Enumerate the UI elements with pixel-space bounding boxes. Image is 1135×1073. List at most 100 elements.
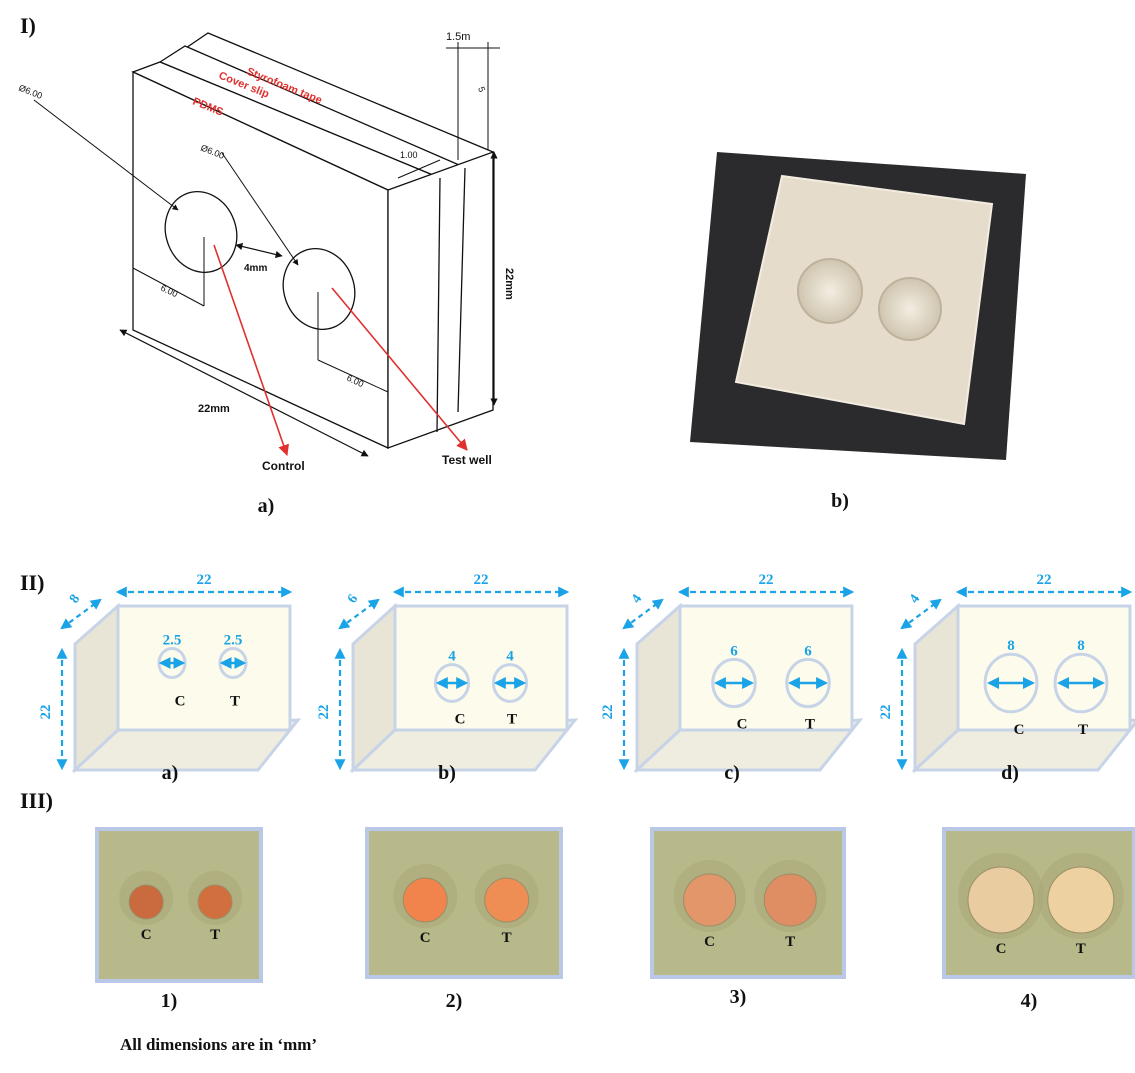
- sample-well-t: [1047, 866, 1115, 934]
- box-bottom-face: [349, 718, 579, 772]
- depth-label: 4: [907, 592, 923, 606]
- depth-arrow: [622, 598, 664, 630]
- variant-caption: d): [1001, 762, 1019, 784]
- dim-width: 22mm: [198, 403, 230, 415]
- depth-label: 4: [629, 592, 645, 606]
- well-diameter-label: 8: [1007, 638, 1015, 654]
- dim-small: 5: [476, 85, 487, 93]
- sample-well-t: [197, 884, 233, 920]
- well-letter-t: T: [805, 717, 815, 733]
- caption-i-b: b): [831, 490, 849, 512]
- label-test-well: Test well: [442, 453, 492, 467]
- well-letter-t: T: [230, 694, 240, 710]
- photo-well-letter-c: C: [420, 930, 431, 946]
- section-label-i: I): [20, 13, 36, 38]
- box-front-face: [956, 604, 1132, 732]
- sample-well-c: [967, 866, 1035, 934]
- box-front-face: [116, 604, 292, 732]
- width-label: 22: [474, 572, 489, 588]
- well-outline-c: [711, 657, 757, 709]
- well-diameter-label: 4: [506, 649, 514, 665]
- height-label: 22: [38, 705, 54, 720]
- photo-well-letter-c: C: [704, 934, 715, 950]
- depth-label: 6: [345, 592, 361, 606]
- depth-label: 8: [67, 592, 83, 606]
- section-label-ii: II): [20, 570, 44, 595]
- chip-photo-4: C T 4): [942, 827, 1135, 1012]
- height-label: 22: [600, 705, 616, 720]
- box-bottom-face: [633, 718, 864, 772]
- sample-well-t: [484, 877, 530, 923]
- well-outline-c: [433, 663, 471, 703]
- width-label: 22: [197, 572, 212, 588]
- width-label: 22: [759, 572, 774, 588]
- box-front-face: [393, 604, 569, 732]
- photo-well-2: [878, 277, 942, 341]
- dim-diameter-1: Ø6.00: [17, 83, 43, 101]
- box-bottom-face: [71, 718, 302, 772]
- variant-box-4: 22 4 22 8 C 8 Td): [878, 572, 1135, 784]
- well-diameter-label: 2.5: [224, 633, 243, 649]
- variant-box-2: 22 6 22 4 C 4 Tb): [316, 572, 579, 784]
- well-size-variants: 22 8 22 2.5 C 2.5 Ta) 22 6 22 4 C 4 Tb) 22 4 22 6 C 6 Tc) 22 4…: [38, 572, 1135, 784]
- well-letter-c: C: [1014, 722, 1025, 738]
- dim-height: 22mm: [503, 268, 515, 300]
- photo-well-letter-t: T: [210, 927, 220, 943]
- label-control: Control: [262, 459, 305, 473]
- height-label: 22: [316, 705, 332, 720]
- depth-arrow: [338, 598, 380, 630]
- sample-well-t: [763, 873, 817, 927]
- well-outline-c: [983, 652, 1039, 714]
- variant-box-1: 22 8 22 2.5 C 2.5 Ta): [38, 572, 302, 784]
- well-diameter-label: 8: [1077, 638, 1085, 654]
- chip-photo-3: C T 3): [650, 827, 846, 1008]
- box-bottom-face: [911, 718, 1135, 772]
- photo-caption: 3): [730, 986, 747, 1008]
- fabricated-chip-photos: C T 1) C T 2) C T 3) C T 4): [95, 827, 1135, 1012]
- well-outline-t: [1053, 652, 1109, 714]
- dim-thickness: 1.5m: [446, 31, 470, 43]
- well-letter-t: T: [1078, 722, 1088, 738]
- width-label: 22: [1037, 572, 1052, 588]
- well-letter-c: C: [455, 711, 466, 727]
- device-photo: [690, 152, 1026, 460]
- photo-caption: 4): [1021, 990, 1038, 1012]
- photo-caption: 2): [446, 990, 463, 1012]
- depth-arrow: [60, 598, 102, 630]
- photo-well-letter-t: T: [785, 934, 795, 950]
- photo-well-letter-c: C: [996, 941, 1007, 957]
- photo-caption: 1): [161, 990, 178, 1012]
- variant-caption: b): [438, 762, 456, 784]
- sample-well-c: [402, 877, 448, 923]
- device-schematic: [33, 32, 500, 457]
- caption-i-a: a): [258, 495, 275, 517]
- well-letter-t: T: [507, 711, 517, 727]
- well-outline-t: [785, 657, 831, 709]
- well-diameter-label: 4: [448, 649, 456, 665]
- photo-well-1: [797, 258, 863, 324]
- sample-well-c: [128, 884, 164, 920]
- well-letter-c: C: [737, 717, 748, 733]
- well-diameter-label: 2.5: [163, 633, 182, 649]
- sample-well-c: [683, 873, 737, 927]
- red-pointers: [213, 244, 468, 457]
- variant-caption: a): [162, 762, 179, 784]
- dim-spacing: 4mm: [244, 263, 267, 274]
- height-label: 22: [878, 705, 894, 720]
- photo-well-letter-t: T: [1076, 941, 1086, 957]
- well-outline-t: [491, 663, 529, 703]
- test-well-pointer-line: [331, 287, 468, 451]
- photo-well-letter-t: T: [502, 930, 512, 946]
- variant-caption: c): [724, 762, 740, 784]
- well-diameter-label: 6: [730, 643, 738, 659]
- chip-photo-2: C T 2): [365, 827, 563, 1012]
- pdms-slab: [734, 174, 994, 426]
- control-pointer-line: [213, 244, 289, 457]
- photo-well-letter-c: C: [141, 927, 152, 943]
- dim-slip: 1.00: [400, 150, 418, 160]
- chip-photo-1: C T 1): [95, 827, 263, 1012]
- section-label-iii: III): [20, 788, 53, 813]
- footnote: All dimensions are in ‘mm’: [120, 1035, 317, 1054]
